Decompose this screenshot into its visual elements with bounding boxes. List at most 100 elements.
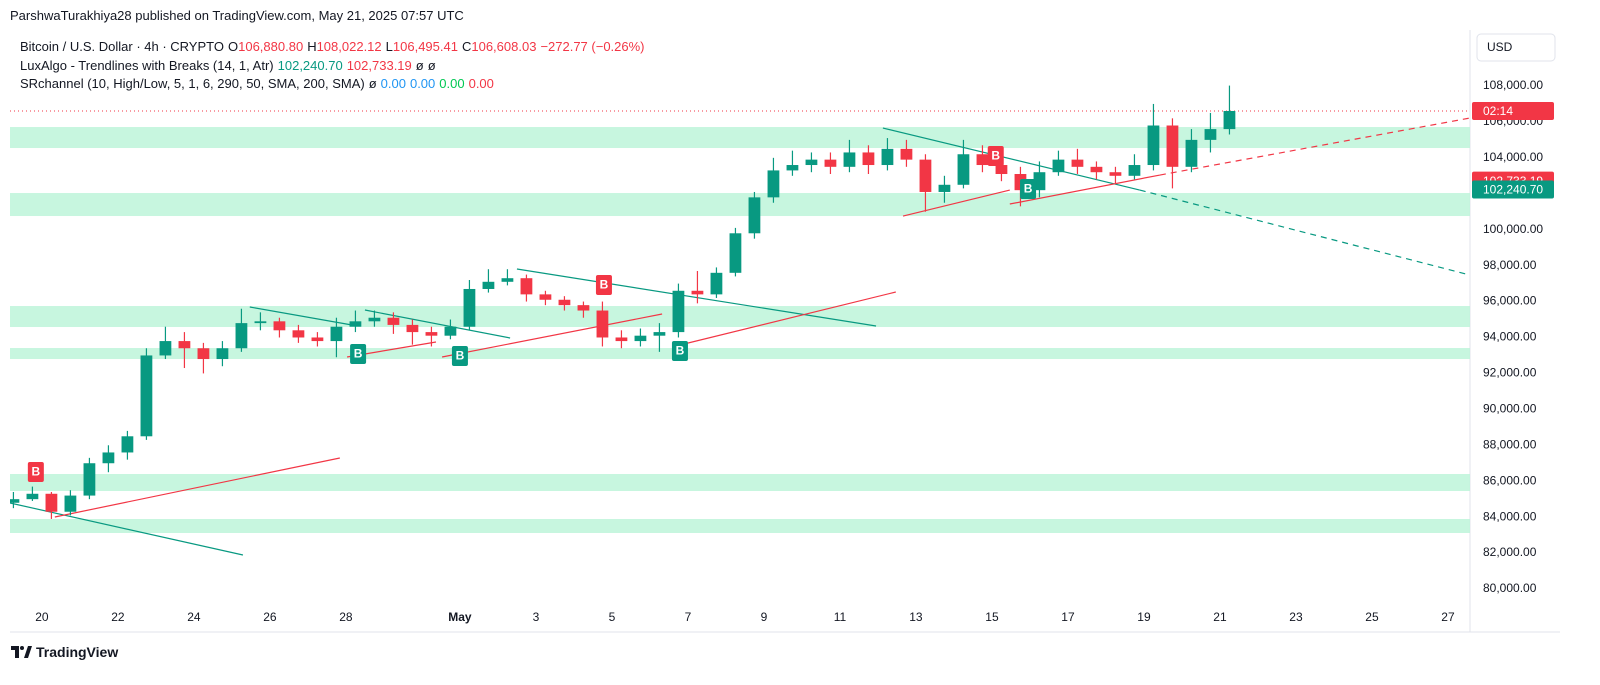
ohlc-key: C (461, 39, 472, 54)
candle-body (919, 159, 932, 192)
signal-label: B (1024, 182, 1033, 196)
trendline (1009, 174, 1161, 205)
signal: B (987, 146, 1004, 167)
candle-body (368, 317, 381, 322)
candle-body (843, 152, 856, 167)
x-tick-label: 9 (761, 610, 768, 624)
ohlc-value: 106,880.80 (238, 39, 304, 54)
x-tick-label: 26 (263, 610, 277, 624)
candle-body (159, 341, 172, 356)
candle-body (140, 355, 153, 437)
candle-body (501, 278, 514, 282)
ohlc-value: 108,022.12 (316, 39, 382, 54)
x-tick-label: 5 (609, 610, 616, 624)
candle-body (957, 154, 970, 185)
candle-body (425, 332, 438, 336)
ohlc-value: 106,608.03 (471, 39, 537, 54)
x-tick-label: 17 (1061, 610, 1075, 624)
candle-body (197, 348, 210, 360)
signal: B (350, 344, 367, 365)
x-tick-label: 23 (1289, 610, 1303, 624)
candle-body (482, 281, 495, 289)
y-tick-label: 80,000.00 (1483, 581, 1537, 595)
currency[interactable]: USD (1487, 40, 1513, 54)
candle-body (653, 332, 666, 336)
x-tick-label: 15 (985, 610, 999, 624)
x-tick-label: May (448, 610, 472, 624)
signal: B (671, 341, 688, 362)
ohlc-value: 106,495.41 (392, 39, 458, 54)
candle-body (634, 335, 647, 342)
indicator-value: 102,733.19 (346, 57, 412, 73)
currency-button[interactable] (1476, 33, 1556, 62)
x-tick-label: 25 (1365, 610, 1379, 624)
trendline (516, 268, 877, 327)
signal: B (1020, 179, 1037, 200)
candle-body (767, 170, 780, 198)
trendline (364, 309, 511, 339)
candle-body (995, 165, 1008, 175)
legend-row: LuxAlgo - Trendlines with Breaks (14, 1,… (20, 57, 649, 76)
sr-zone (10, 348, 1470, 360)
candle-body (387, 317, 400, 325)
trendline (441, 313, 663, 358)
candle-body (976, 154, 989, 166)
legend-row: SRchannel (10, High/Low, 5, 1, 6, 290, 5… (20, 75, 649, 94)
signal-label: B (32, 465, 41, 479)
indicator-value: 0.00 (468, 76, 494, 91)
y-tick-label: 92,000.00 (1483, 366, 1537, 380)
candle-body (881, 148, 894, 166)
price-tag-label: 02:14 (1483, 104, 1513, 118)
trendline (902, 189, 1010, 217)
candle-body (900, 148, 913, 160)
candle-body (520, 278, 533, 295)
candle-body (1090, 166, 1103, 173)
candle-body (178, 341, 191, 349)
sr-zone (10, 127, 1470, 149)
signal-label: B (600, 278, 609, 292)
trendline (1159, 117, 1470, 176)
sr-zone (10, 519, 1470, 533)
candle-body (273, 321, 286, 331)
signal-badge (595, 275, 612, 296)
trendline (882, 127, 1140, 191)
sr-zone (10, 473, 1470, 491)
x-tick-label: 28 (339, 610, 353, 624)
trendline (54, 457, 340, 518)
signal-badge (671, 341, 688, 362)
legend: Bitcoin / U.S. Dollar · 4h · CRYPTO O106,… (20, 38, 649, 94)
signal: B (451, 346, 468, 367)
indicator-name: LuxAlgo - Trendlines with Breaks (14, 1,… (20, 57, 274, 73)
candle-body (748, 197, 761, 234)
indicator-value: 0.00 (409, 76, 436, 91)
candle-body (292, 330, 305, 338)
sr-zone (10, 193, 1470, 217)
y-tick-label: 86,000.00 (1483, 473, 1537, 487)
candle-body (254, 321, 267, 324)
y-tick-label: 84,000.00 (1483, 509, 1537, 523)
indicator-value: ø (368, 76, 377, 91)
candle-body (235, 323, 248, 349)
publisher: ParshwaTurakhiya28 published on TradingV… (10, 8, 464, 23)
logo (11, 646, 32, 658)
indicator-value: 0.00 (439, 76, 465, 91)
candle-body (786, 165, 799, 171)
y-tick-label: 88,000.00 (1483, 437, 1537, 451)
candle-body (729, 233, 742, 273)
signal-badge (1020, 179, 1037, 200)
symbol: Bitcoin / U.S. Dollar · 4h · CRYPTO (20, 39, 224, 54)
x-tick-label: 20 (35, 610, 49, 624)
candle-body (311, 337, 324, 342)
candle-body (1071, 159, 1084, 167)
candle-body (691, 290, 704, 295)
indicator-value: 0.00 (380, 76, 406, 91)
candle-body (558, 299, 571, 306)
y-tick-label: 90,000.00 (1483, 402, 1537, 416)
ohlc-key: O (227, 39, 239, 54)
indicator-value: ø (415, 57, 424, 73)
candle-body (539, 294, 552, 300)
y-tick-label: 100,000.00 (1483, 222, 1543, 236)
y-tick-label: 104,000.00 (1483, 150, 1543, 164)
candle-body (805, 159, 818, 166)
